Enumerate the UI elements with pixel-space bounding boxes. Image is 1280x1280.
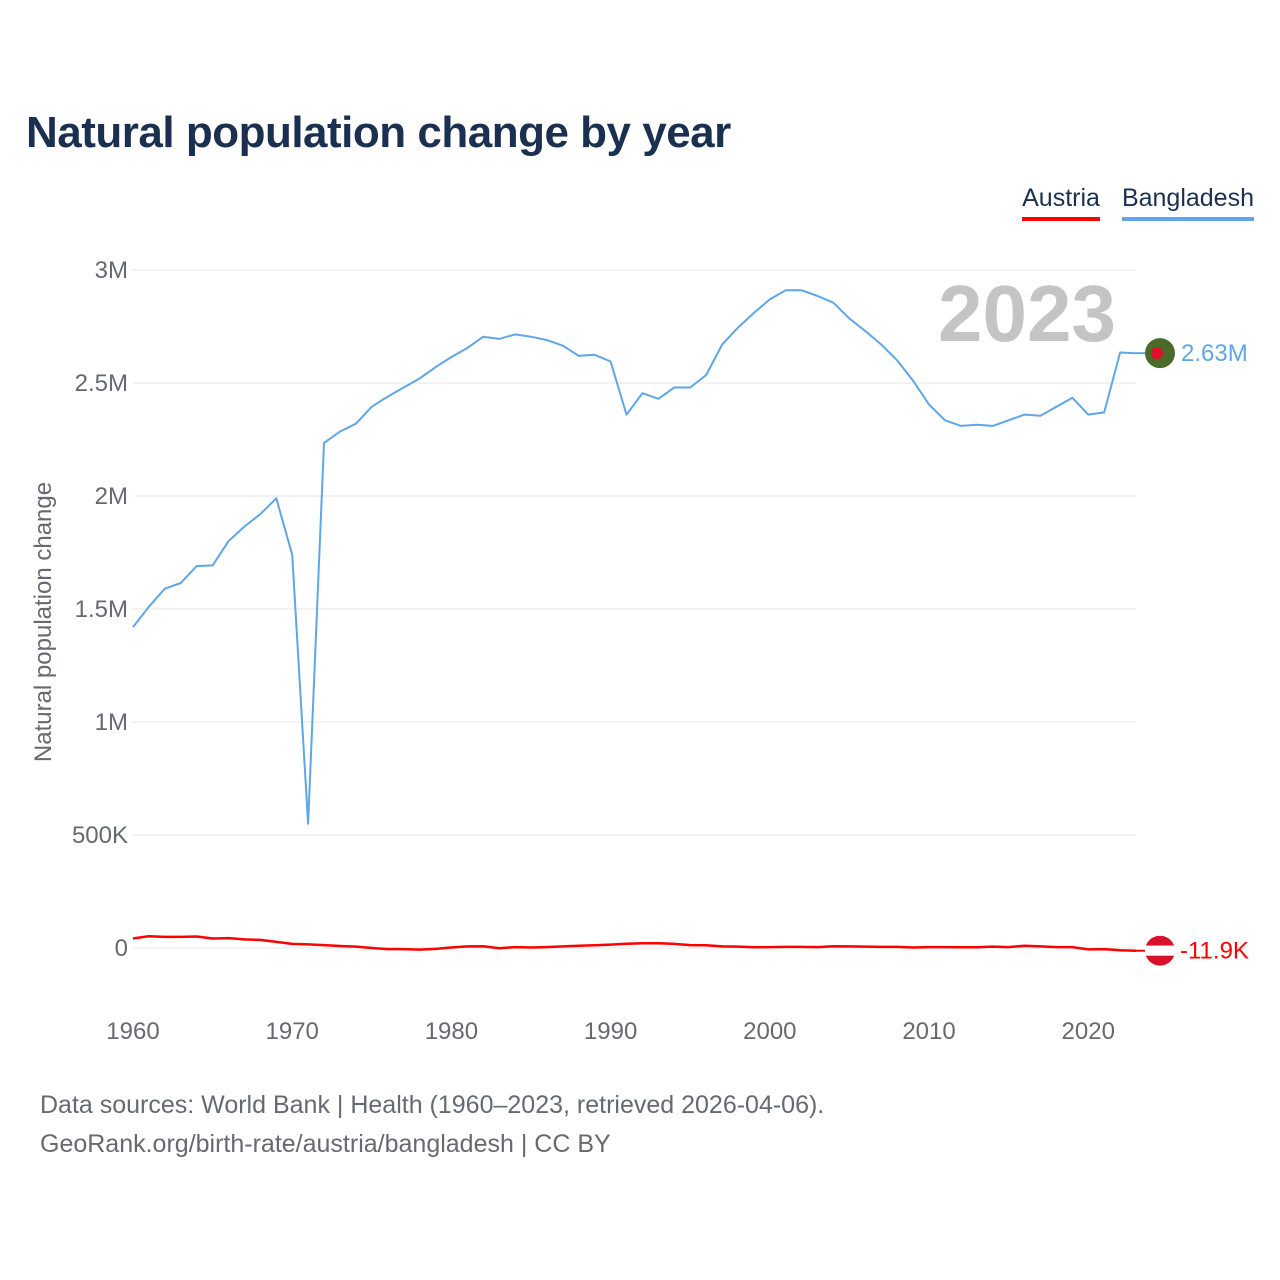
end-label-bangladesh: 2.63M <box>1181 340 1248 367</box>
footer-link[interactable]: GeoRank.org/birth-rate/austria/banglades… <box>40 1130 611 1158</box>
x-tick-label: 1990 <box>584 1018 637 1045</box>
series-line-austria[interactable] <box>132 934 1137 952</box>
x-tick-label: 2000 <box>743 1018 796 1045</box>
x-axis-ticks: 1960 1970 1980 1990 2000 2010 2020 <box>106 1018 1115 1045</box>
footer: Data sources: World Bank | Health (1960–… <box>40 1086 824 1164</box>
x-tick-label: 2010 <box>902 1018 955 1045</box>
x-tick-label: 2020 <box>1062 1018 1115 1045</box>
end-markers <box>1145 338 1175 966</box>
y-tick-label: 3M <box>95 257 128 284</box>
y-axis-label: Natural population change <box>30 482 57 762</box>
legend-item-bangladesh[interactable]: Bangladesh <box>1121 184 1254 221</box>
series-lines <box>132 289 1145 952</box>
page-title: Natural population change by year <box>26 108 731 157</box>
y-axis-ticks: 0 500K 1M 1.5M 2M 2.5M 3M <box>72 257 128 962</box>
legend-item-austria[interactable]: Austria <box>1022 184 1100 221</box>
legend: Austria Bangladesh <box>1022 184 1254 221</box>
austria-flag-icon <box>1145 935 1175 966</box>
bangladesh-flag-icon <box>1145 338 1175 369</box>
x-tick-label: 1960 <box>106 1018 159 1045</box>
x-tick-label: 1980 <box>425 1018 478 1045</box>
footer-sources: Data sources: World Bank | Health (1960–… <box>40 1091 825 1119</box>
y-tick-label: 500K <box>72 822 128 849</box>
y-tick-label: 1M <box>95 709 128 736</box>
y-tick-label: 2.5M <box>75 370 128 397</box>
y-tick-label: 2M <box>95 483 128 510</box>
series-line-bangladesh[interactable] <box>132 289 1137 825</box>
y-tick-label: 0 <box>115 935 128 962</box>
x-tick-label: 1970 <box>266 1018 319 1045</box>
year-label: 2023 <box>938 269 1116 358</box>
y-tick-label: 1.5M <box>75 596 128 623</box>
gridlines <box>133 269 1136 949</box>
end-label-austria: -11.9K <box>1180 938 1249 965</box>
